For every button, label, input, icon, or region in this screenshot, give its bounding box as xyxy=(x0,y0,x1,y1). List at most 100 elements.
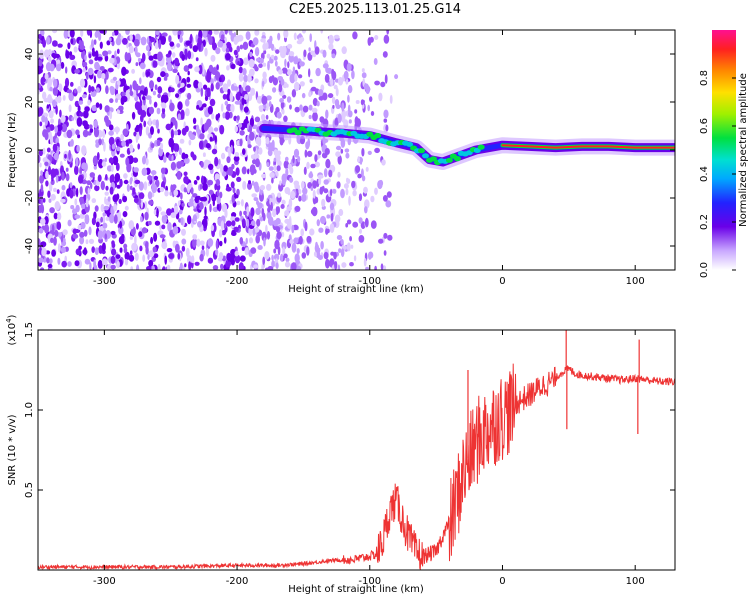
speckle-mark xyxy=(93,75,97,84)
speckle-mark xyxy=(145,158,149,166)
speckle-mark xyxy=(242,180,247,190)
speckle-mark xyxy=(353,255,357,262)
speckle-mark xyxy=(52,143,58,153)
speckle-mark xyxy=(207,179,214,186)
speckle-mark xyxy=(91,217,96,226)
speckle-mark xyxy=(88,226,92,236)
speckle-mark xyxy=(236,176,242,182)
speckle-mark xyxy=(219,191,223,199)
speckle-mark xyxy=(201,175,204,184)
speckle-mark xyxy=(212,223,217,233)
speckle-mark xyxy=(44,116,48,126)
speckle-mark xyxy=(225,260,232,268)
speckle-mark xyxy=(185,108,190,117)
speckle-mark xyxy=(98,138,102,146)
x-tick-label: 0 xyxy=(499,276,505,287)
speckle-mark xyxy=(329,202,335,211)
speckle-mark xyxy=(82,129,89,138)
speckle-mark xyxy=(380,81,386,88)
speckle-mark xyxy=(241,97,245,106)
speckle-mark xyxy=(104,233,108,240)
speckle-mark xyxy=(69,182,73,189)
speckle-mark xyxy=(341,114,346,123)
speckle-mark xyxy=(355,165,361,174)
speckle-mark xyxy=(229,92,233,103)
speckle-mark xyxy=(52,86,59,96)
speckle-mark xyxy=(108,37,112,42)
speckle-mark xyxy=(38,82,42,89)
speckle-mark xyxy=(284,210,290,217)
speckle-mark xyxy=(84,258,91,265)
speckle-mark xyxy=(340,188,345,199)
speckle-mark xyxy=(65,66,68,74)
speckle-mark xyxy=(129,177,133,182)
speckle-mark xyxy=(324,73,330,83)
speckle-mark xyxy=(190,151,195,158)
speckle-mark xyxy=(161,214,168,224)
speckle-mark xyxy=(76,117,83,127)
speckle-mark xyxy=(79,213,85,219)
speckle-mark xyxy=(282,246,286,257)
speckle-mark xyxy=(207,257,214,264)
speckle-mark xyxy=(223,237,227,244)
speckle-mark xyxy=(196,175,200,181)
speckle-mark xyxy=(143,120,147,128)
speckle-mark xyxy=(298,33,302,38)
speckle-mark xyxy=(280,253,284,262)
speckle-mark xyxy=(214,183,218,191)
speckle-mark xyxy=(196,238,201,247)
speckle-mark xyxy=(280,78,285,86)
speckle-mark xyxy=(320,240,324,250)
speckle-mark xyxy=(51,249,56,257)
speckle-mark xyxy=(171,52,176,58)
speckle-mark xyxy=(116,184,121,189)
speckle-mark xyxy=(235,167,240,176)
speckle-mark xyxy=(134,179,141,185)
y-tick-label: 0.5 xyxy=(24,482,35,498)
speckle-mark xyxy=(63,85,68,93)
speckle-mark xyxy=(98,245,103,254)
speckle-mark xyxy=(109,57,115,64)
speckle-mark xyxy=(202,183,208,191)
speckle-mark xyxy=(147,191,153,200)
speckle-mark xyxy=(120,133,124,141)
speckle-mark xyxy=(84,214,90,225)
speckle-mark xyxy=(279,180,282,186)
speckle-mark xyxy=(80,221,86,230)
speckle-mark xyxy=(309,228,315,236)
speckle-mark xyxy=(154,84,158,91)
speckle-mark xyxy=(299,81,305,87)
speckle-mark xyxy=(91,198,97,204)
speckle-mark xyxy=(264,251,270,260)
speckle-mark xyxy=(147,220,152,226)
speckle-mark xyxy=(279,98,284,103)
speckle-mark xyxy=(315,241,318,248)
speckle-mark xyxy=(306,150,313,157)
speckle-mark xyxy=(341,262,347,268)
speckle-mark xyxy=(108,157,114,164)
speckle-mark xyxy=(113,30,119,36)
speckle-mark xyxy=(44,161,49,166)
speckle-mark xyxy=(199,133,205,140)
speckle-mark xyxy=(49,63,55,72)
speckle-mark xyxy=(180,82,185,88)
speckle-mark xyxy=(311,107,318,113)
speckle-mark xyxy=(216,64,219,70)
speckle-mark xyxy=(156,107,161,115)
speckle-mark xyxy=(330,251,335,256)
speckle-mark xyxy=(265,102,269,111)
speckle-mark xyxy=(177,200,181,206)
speckle-mark xyxy=(141,227,148,234)
speckle-mark xyxy=(276,111,282,119)
speckle-mark xyxy=(52,40,58,47)
speckle-mark xyxy=(55,174,59,183)
speckle-mark xyxy=(157,263,161,270)
speckle-mark xyxy=(149,80,154,90)
speckle-mark xyxy=(325,258,330,269)
speckle-mark xyxy=(174,205,179,215)
speckle-mark xyxy=(44,223,49,234)
speckle-mark xyxy=(257,245,263,250)
speckle-mark xyxy=(112,155,119,166)
